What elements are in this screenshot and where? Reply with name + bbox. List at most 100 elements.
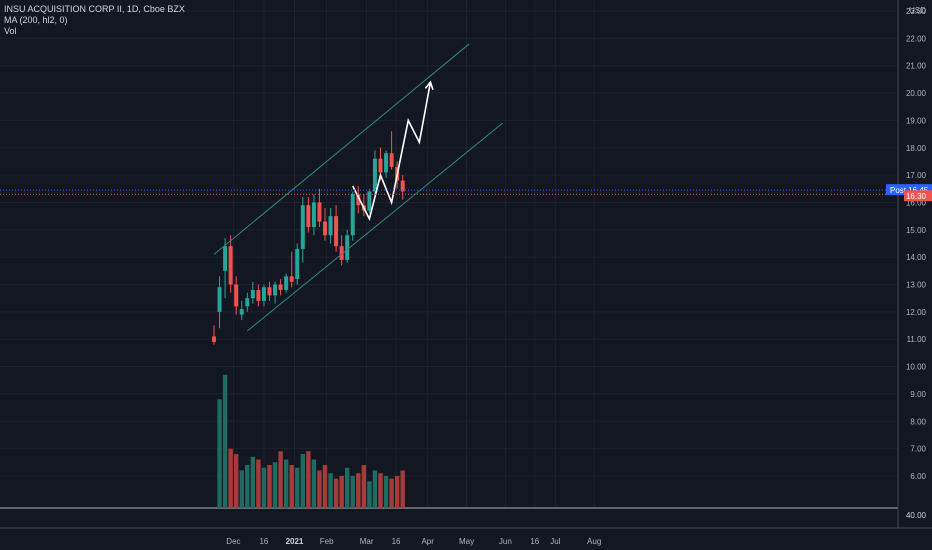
x-tick-label: Jul [550, 537, 560, 546]
x-tick-label: Apr [421, 537, 434, 546]
x-tick-label: Dec [226, 537, 240, 546]
volume-bar [339, 475, 344, 508]
symbol-title: INSU ACQUISITION CORP II, 1D, Cboe BZX [4, 4, 185, 14]
y-tick-label: 20.00 [906, 89, 927, 98]
x-tick-label: Aug [587, 537, 601, 546]
volume-bar [300, 454, 305, 508]
y-tick-label: 18.00 [906, 144, 927, 153]
candle-body [261, 287, 266, 301]
y-tick-label: 10.00 [906, 363, 927, 372]
time-axis: Dec 16 2021 Feb Mar 16 Apr May Jun 16 Jul Aug [0, 527, 932, 546]
last-price-tag [904, 190, 932, 202]
volume-bar [234, 454, 239, 508]
y-tick-label: 22.00 [906, 34, 927, 43]
candle-body [267, 287, 272, 296]
volume-bar [333, 478, 339, 508]
volume-bar [289, 465, 294, 508]
y-tick-label: 14.00 [906, 253, 927, 262]
projection-arrow [352, 81, 432, 222]
volume-bar [278, 451, 283, 508]
candle-body [212, 336, 216, 342]
y-tick-label: 7.00 [910, 445, 926, 454]
volume-bar [228, 448, 233, 508]
candle-body [256, 289, 261, 301]
x-tick-label: 16 [259, 537, 268, 546]
y-tick-label: 11.00 [907, 335, 927, 344]
volume-bar [250, 456, 256, 508]
candle-body [323, 221, 327, 236]
candle-body [356, 194, 361, 206]
candle-body [284, 276, 289, 290]
candle-body [339, 246, 344, 260]
x-tick-label: 16 [530, 537, 539, 546]
candle-body [223, 246, 228, 271]
volume-bar [378, 473, 383, 508]
volume-bar [311, 459, 317, 508]
volume-bar [372, 470, 378, 508]
volume-axis-value: 40.00 [906, 511, 927, 520]
volume-bar [350, 475, 355, 508]
candle-body [372, 158, 377, 192]
y-tick-label: 9.00 [910, 390, 926, 399]
y-tick-label: 13.00 [906, 281, 927, 290]
volume-bar [217, 399, 222, 508]
volume-bar [367, 481, 372, 508]
candle-body [250, 289, 255, 299]
candle-body [234, 284, 239, 307]
volume-bar [394, 475, 400, 508]
volume-bar [272, 462, 278, 508]
indicator-label: MA (200, hl2, 0) [4, 15, 68, 25]
x-tick-label: 16 [392, 537, 401, 546]
price-axis: 23.00 22.00 21.00 20.00 19.00 18.00 17.00 16.00… [886, 0, 932, 528]
candle-body [300, 205, 305, 249]
volume-bar [256, 459, 261, 508]
candle-body [289, 276, 294, 282]
candle-body [389, 153, 394, 167]
candle-body [311, 202, 316, 228]
x-tick-label: Mar [360, 537, 374, 546]
candle-body [273, 284, 278, 296]
volume-bar [261, 467, 267, 508]
x-tick-label: Feb [320, 537, 334, 546]
volume-bar [383, 475, 389, 508]
candle-body [245, 298, 250, 307]
volume-bar [345, 467, 350, 508]
y-tick-label: 23.00 [906, 7, 927, 16]
y-tick-label: 16.00 [906, 198, 927, 207]
channel-line-upper [213, 43, 470, 255]
volume-bar [400, 470, 405, 508]
candle-body [295, 248, 300, 280]
candle-body [400, 180, 405, 192]
candle-body [367, 191, 372, 211]
candle-body [278, 284, 283, 290]
volume-bar [322, 465, 328, 508]
candle-body [317, 202, 322, 222]
y-tick-label: 15.00 [906, 226, 927, 235]
candle-body [378, 158, 383, 173]
volume-bar [361, 465, 367, 508]
volume-bar [267, 465, 272, 508]
volume-bar [306, 451, 311, 508]
y-tick-label: 12.00 [906, 308, 927, 317]
volume-bars [217, 374, 405, 508]
candle-body [306, 205, 311, 228]
volume-bar [222, 374, 228, 508]
candles [212, 131, 405, 345]
channel-line-lower [246, 122, 503, 332]
candle-body [345, 235, 350, 260]
y-tick-label: 17.00 [906, 171, 927, 180]
y-tick-label: 21.00 [906, 62, 927, 71]
candle-body [384, 153, 389, 173]
candle-body [328, 216, 333, 236]
currency-label: USD [909, 6, 926, 15]
last-price-tag-text: 16.30 [906, 192, 927, 201]
volume-bar [317, 470, 322, 508]
volume-bar [245, 465, 250, 508]
y-tick-label: 6.00 [910, 472, 926, 481]
volume-bar [356, 473, 361, 508]
volume-bar [239, 470, 244, 508]
y-tick-label: 8.00 [910, 417, 926, 426]
chart-legend: INSU ACQUISITION CORP II, 1D, Cboe BZX M… [4, 4, 185, 37]
volume-bar [295, 467, 300, 508]
